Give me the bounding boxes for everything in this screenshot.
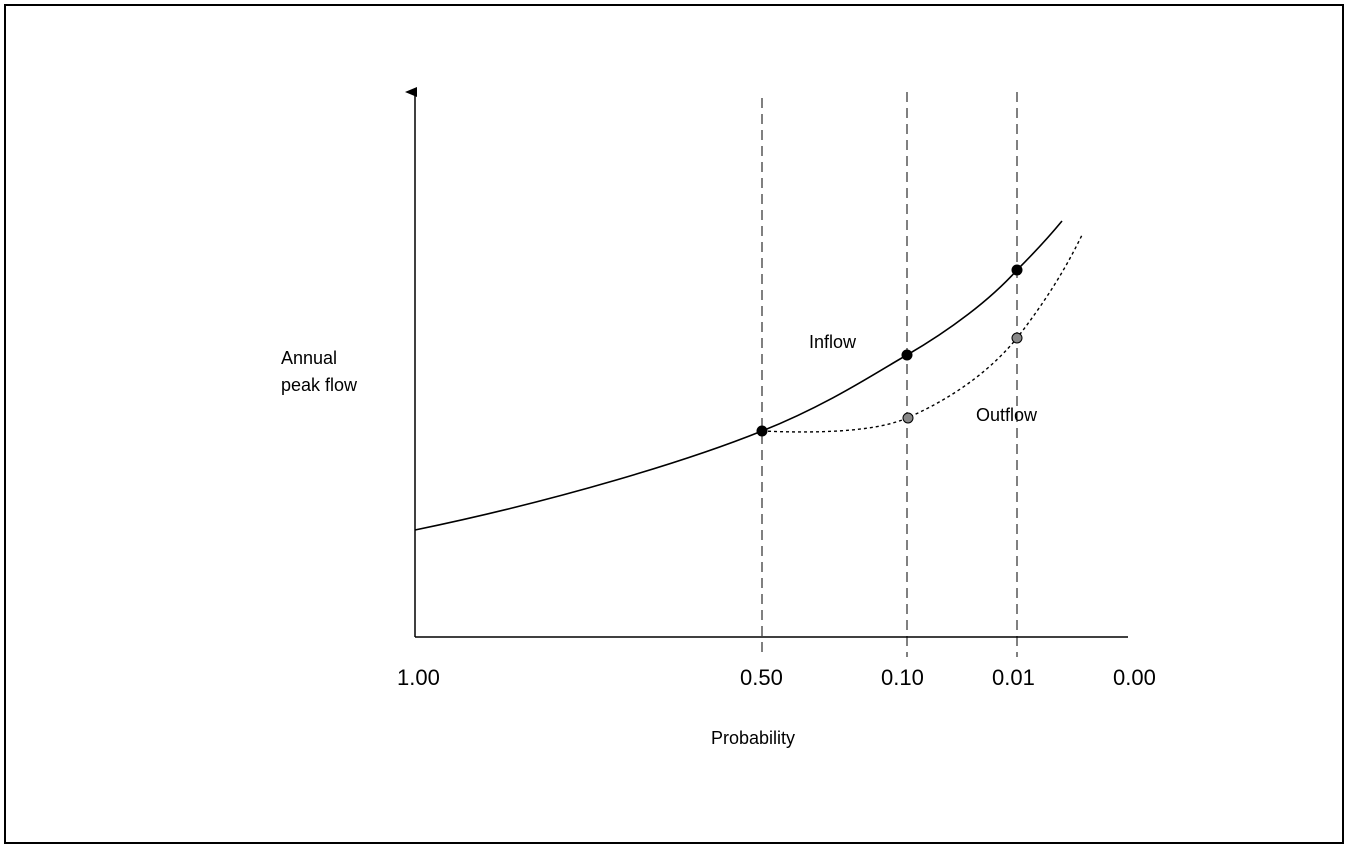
- chart: Inflow Outflow Annual peak flow 1.00 0.5…: [281, 87, 1156, 748]
- outflow-point-0-01: [1011, 332, 1023, 344]
- y-axis-title-line-1: Annual: [281, 348, 337, 368]
- outflow-point-0-10: [902, 412, 914, 424]
- inflow-label: Inflow: [809, 332, 857, 352]
- x-tick-label: 0.01: [992, 665, 1035, 690]
- inflow-series-line: [414, 220, 1063, 531]
- x-tick-label: 1.00: [397, 665, 440, 690]
- inflow-point-0-10: [901, 349, 913, 361]
- inflow-point-0-01: [1011, 264, 1023, 276]
- x-tick-label: 0.50: [740, 665, 783, 690]
- outflow-label: Outflow: [976, 405, 1038, 425]
- x-axis-title: Probability: [711, 728, 795, 748]
- x-tick-label: 0.00: [1113, 665, 1156, 690]
- x-tick-label: 0.10: [881, 665, 924, 690]
- outflow-series-line: [761, 234, 1083, 433]
- y-axis-title-line-2: peak flow: [281, 375, 358, 395]
- inflow-point-0-50: [756, 425, 768, 437]
